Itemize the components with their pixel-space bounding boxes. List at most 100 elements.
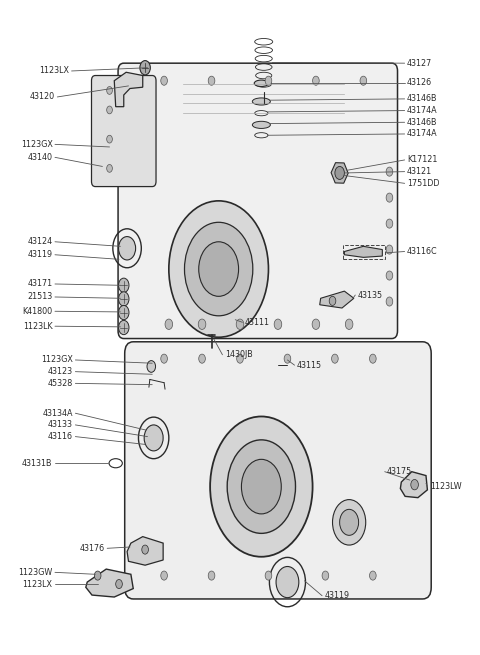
Text: 1751DD: 1751DD: [407, 179, 440, 188]
Circle shape: [161, 571, 168, 580]
Text: K41800: K41800: [23, 307, 53, 316]
Text: 43140: 43140: [27, 153, 53, 162]
Circle shape: [107, 136, 112, 143]
Circle shape: [312, 319, 320, 329]
Polygon shape: [114, 72, 143, 107]
Circle shape: [340, 510, 359, 535]
Text: 43123: 43123: [48, 367, 73, 376]
Text: 43174A: 43174A: [407, 106, 438, 115]
Circle shape: [199, 242, 239, 296]
Text: 43133: 43133: [48, 421, 73, 430]
Text: 43134A: 43134A: [43, 409, 73, 418]
Circle shape: [142, 545, 148, 554]
Text: 43176: 43176: [80, 544, 105, 553]
Circle shape: [370, 354, 376, 364]
Circle shape: [161, 354, 168, 364]
Polygon shape: [127, 536, 163, 565]
Text: 43146B: 43146B: [407, 118, 437, 127]
Text: 43126: 43126: [407, 78, 432, 87]
Circle shape: [210, 417, 312, 557]
Circle shape: [147, 361, 156, 372]
Circle shape: [119, 236, 136, 260]
Circle shape: [411, 479, 419, 490]
Ellipse shape: [252, 98, 270, 105]
Circle shape: [184, 222, 253, 316]
Circle shape: [144, 425, 163, 451]
Circle shape: [208, 571, 215, 580]
Text: 21513: 21513: [27, 293, 53, 301]
Circle shape: [312, 76, 319, 85]
Circle shape: [276, 567, 299, 597]
Circle shape: [119, 291, 129, 306]
Circle shape: [332, 354, 338, 364]
Circle shape: [237, 354, 243, 364]
Circle shape: [386, 297, 393, 306]
Circle shape: [386, 167, 393, 176]
Circle shape: [370, 571, 376, 580]
Text: 43121: 43121: [407, 167, 432, 176]
Bar: [343, 245, 385, 259]
Circle shape: [265, 76, 272, 85]
Text: 1123LX: 1123LX: [39, 66, 69, 75]
Circle shape: [198, 319, 206, 329]
Text: 43146B: 43146B: [407, 94, 437, 103]
Text: 43116C: 43116C: [407, 247, 438, 256]
FancyBboxPatch shape: [125, 342, 431, 599]
Circle shape: [265, 571, 272, 580]
Circle shape: [386, 219, 393, 228]
Circle shape: [329, 296, 336, 305]
Polygon shape: [400, 472, 427, 498]
Text: 43115: 43115: [297, 361, 322, 369]
Circle shape: [386, 245, 393, 254]
Circle shape: [274, 319, 282, 329]
Circle shape: [116, 580, 122, 589]
Circle shape: [140, 60, 150, 75]
Circle shape: [386, 193, 393, 202]
Text: 43127: 43127: [407, 59, 432, 67]
Polygon shape: [344, 246, 383, 257]
Text: 43131B: 43131B: [22, 458, 53, 468]
Polygon shape: [86, 569, 133, 597]
Circle shape: [107, 106, 112, 114]
Text: 43135: 43135: [358, 291, 383, 299]
Text: K17121: K17121: [407, 155, 437, 164]
Text: 1123GX: 1123GX: [41, 356, 73, 364]
Text: 1430JB: 1430JB: [225, 350, 252, 360]
Text: 43171: 43171: [27, 280, 53, 288]
Text: 45328: 45328: [48, 379, 73, 388]
Circle shape: [199, 354, 205, 364]
Circle shape: [169, 201, 268, 337]
Ellipse shape: [252, 121, 270, 128]
Text: 43120: 43120: [30, 92, 55, 102]
Circle shape: [386, 271, 393, 280]
FancyBboxPatch shape: [92, 75, 156, 187]
Circle shape: [107, 164, 112, 172]
Circle shape: [161, 76, 168, 85]
Circle shape: [107, 86, 112, 94]
Text: 1123LW: 1123LW: [430, 482, 461, 491]
Circle shape: [236, 319, 244, 329]
Circle shape: [322, 571, 329, 580]
FancyBboxPatch shape: [118, 63, 397, 339]
Circle shape: [119, 278, 129, 292]
Circle shape: [95, 571, 101, 580]
Text: 43119: 43119: [324, 591, 349, 600]
Text: 43119: 43119: [27, 250, 53, 259]
Text: 1123LK: 1123LK: [23, 322, 53, 331]
Circle shape: [208, 76, 215, 85]
Circle shape: [360, 76, 367, 85]
Text: 43111: 43111: [245, 318, 270, 327]
Circle shape: [345, 319, 353, 329]
Ellipse shape: [254, 80, 268, 86]
Circle shape: [227, 440, 296, 533]
Circle shape: [335, 166, 344, 179]
Circle shape: [333, 500, 366, 545]
Text: 1123LX: 1123LX: [23, 580, 53, 589]
Text: 1123GX: 1123GX: [21, 140, 53, 149]
Circle shape: [119, 320, 129, 335]
Circle shape: [284, 354, 291, 364]
Circle shape: [165, 319, 173, 329]
Text: 43124: 43124: [27, 237, 53, 246]
Text: 43175: 43175: [387, 467, 412, 476]
Circle shape: [119, 305, 129, 320]
